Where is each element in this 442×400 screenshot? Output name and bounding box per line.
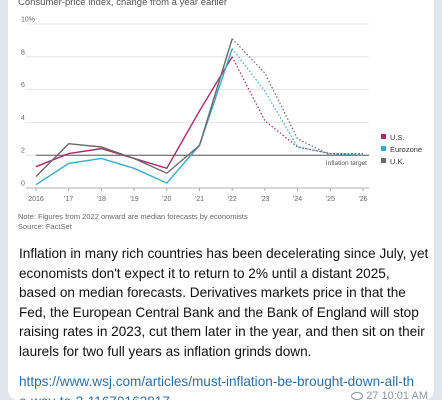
y-tick-label: 2 xyxy=(21,148,25,155)
y-tick-label: 6 xyxy=(21,82,25,89)
y-tick-label: 10% xyxy=(21,17,35,24)
legend-swatch xyxy=(381,134,386,139)
views-eye-icon xyxy=(351,392,364,400)
x-tick-label: '25 xyxy=(326,196,335,203)
message-text: Inflation in many rich countries has bee… xyxy=(19,246,429,359)
series-line xyxy=(35,38,233,178)
message-bubble: Consumer-price index, change from a year… xyxy=(8,0,434,400)
chart-subtitle: Consumer-price index, change from a year… xyxy=(18,0,228,8)
y-tick-label: 0 xyxy=(21,181,25,188)
y-tick-label: 8 xyxy=(21,49,25,56)
target-label: Inflation target xyxy=(326,160,367,167)
message-meta: 27 10:01 AM xyxy=(351,390,428,400)
series-forecast-line xyxy=(231,38,364,156)
chart-note: Note: Figures from 2022 onward are media… xyxy=(18,212,248,221)
legend-label: U.S. xyxy=(390,133,405,142)
message-time: 10:01 AM xyxy=(381,390,428,400)
x-tick-label: '18 xyxy=(97,196,106,203)
x-tick-label: '23 xyxy=(260,196,269,203)
legend-swatch xyxy=(381,158,386,163)
inflation-chart: 10% 8 6 4 2 0 2016 '17 '18 '19 '20 '21 '22 '23 '24 '25 '… xyxy=(21,17,422,204)
x-tick-label: '24 xyxy=(293,196,302,203)
series-forecast-line xyxy=(231,48,364,156)
x-tick-label: '17 xyxy=(64,196,73,203)
x-tick-label: '22 xyxy=(228,196,237,203)
x-tick-label: '26 xyxy=(358,196,367,203)
series-line xyxy=(35,48,233,186)
legend-swatch xyxy=(381,146,386,151)
series-forecast-line xyxy=(231,56,363,155)
series-line xyxy=(35,56,233,170)
views-count: 27 xyxy=(366,390,379,400)
chart-source: Source: FactSet xyxy=(18,222,72,231)
article-link[interactable]: https://www.wsj.com/articles/must-inflat… xyxy=(19,374,415,400)
y-tick-label: 4 xyxy=(21,115,25,122)
x-tick-label: '20 xyxy=(162,196,171,203)
chart-image[interactable]: Consumer-price index, change from a year… xyxy=(8,0,434,236)
legend-label: Eurozone xyxy=(390,145,422,154)
x-tick-label: 2016 xyxy=(28,196,44,203)
x-tick-label: '19 xyxy=(130,196,139,203)
x-tick-label: '21 xyxy=(195,196,204,203)
legend-label: U.K. xyxy=(390,157,405,166)
